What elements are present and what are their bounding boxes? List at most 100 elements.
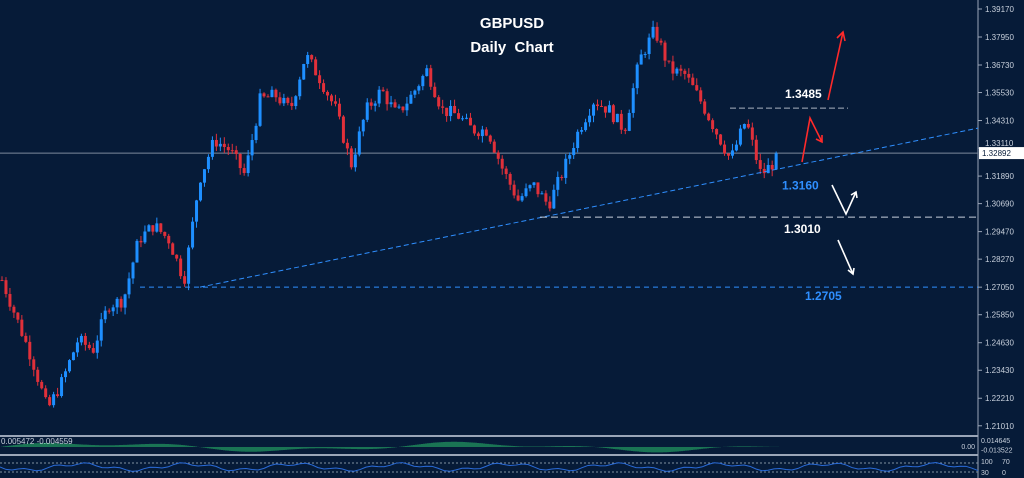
candle-body: [687, 73, 691, 78]
candle-body: [349, 148, 353, 168]
candle-body: [87, 344, 91, 349]
candle-body: [488, 135, 492, 142]
y-tick-label: 1.30690: [985, 200, 1014, 209]
candle-body: [584, 122, 588, 131]
candle-body: [32, 359, 36, 370]
candle-body: [548, 201, 552, 209]
candle-body: [528, 185, 532, 189]
candle-body: [707, 113, 711, 121]
candle-body: [405, 103, 409, 111]
candle-body: [520, 196, 524, 201]
candle-body: [290, 102, 294, 107]
candle-body: [504, 168, 508, 174]
candle-body: [341, 116, 345, 143]
candle-body: [611, 105, 615, 123]
candle-body: [393, 102, 397, 108]
candle-body: [369, 102, 373, 106]
candle-body: [429, 68, 433, 87]
candle-body: [532, 182, 536, 186]
candle-body: [596, 104, 599, 106]
y-tick-label: 1.24630: [985, 339, 1014, 348]
candle-body: [568, 155, 572, 159]
candle-body: [318, 75, 322, 84]
candle-body: [389, 102, 393, 105]
macd-tick: 0.00: [961, 444, 975, 451]
candle-body: [564, 158, 568, 178]
candle-body: [40, 381, 44, 389]
candle-body: [750, 127, 754, 140]
candle-body: [230, 150, 234, 152]
candle-body: [191, 221, 195, 248]
candle-body: [639, 54, 643, 65]
candle-body: [691, 77, 695, 86]
y-tick-label: 1.37950: [985, 33, 1014, 42]
candle-body: [28, 341, 32, 360]
candle-body: [445, 107, 449, 117]
candle-body: [552, 189, 556, 209]
candle-body: [202, 169, 206, 183]
y-tick-label: 1.21010: [985, 422, 1014, 431]
candle-body: [246, 155, 250, 174]
y-tick-label: 1.28270: [985, 255, 1014, 264]
candle-body: [214, 139, 218, 147]
candle-body: [631, 88, 635, 113]
candle-body: [536, 182, 540, 195]
candle-body: [679, 68, 683, 71]
candle-body: [659, 40, 663, 43]
candle-body: [409, 94, 413, 104]
candle-body: [738, 128, 742, 145]
candle-body: [195, 200, 199, 222]
candle-body: [723, 144, 727, 154]
candle-body: [695, 85, 699, 91]
candle-body: [754, 139, 758, 161]
candle-body: [135, 240, 139, 263]
candle-body: [60, 377, 64, 397]
candle-body: [24, 335, 28, 342]
candle-body: [12, 306, 16, 313]
candle-body: [314, 59, 318, 76]
candle-body: [425, 68, 429, 77]
candle-body: [8, 294, 12, 307]
macd-tick: 0.014645: [981, 438, 1010, 445]
stoch-tick: 70: [1002, 459, 1010, 466]
candle-body: [52, 394, 56, 406]
candle-body: [326, 91, 330, 96]
candle-body: [163, 231, 167, 236]
candle-body: [298, 79, 302, 97]
current-price-box: [979, 147, 1024, 160]
y-tick-label: 1.33110: [985, 139, 1014, 148]
candle-body: [746, 124, 750, 128]
candle-body: [508, 173, 512, 185]
candle-body: [48, 397, 52, 406]
candle-body: [719, 134, 723, 145]
y-tick-label: 1.23430: [985, 366, 1014, 375]
candle-body: [107, 310, 111, 312]
candle-body: [171, 243, 175, 255]
support-2-label: 1.2705: [805, 289, 842, 303]
candle-body: [484, 129, 488, 136]
y-tick-label: 1.39170: [985, 5, 1014, 14]
candle-body: [560, 176, 564, 178]
candle-body: [270, 89, 274, 98]
candle-body: [457, 113, 461, 119]
candle-body: [353, 154, 357, 168]
trendline: [199, 127, 979, 288]
candle-body: [56, 394, 60, 397]
macd-tick: -0.013522: [981, 448, 1013, 455]
candle-body: [580, 130, 584, 132]
candle-body: [441, 106, 445, 108]
candle-body: [67, 360, 71, 372]
stoch-tick: 100: [981, 459, 993, 466]
candle-body: [651, 26, 655, 38]
candle-body: [464, 117, 468, 119]
candle-body: [250, 140, 254, 156]
candle-body: [119, 298, 123, 308]
candle-body: [274, 89, 278, 98]
candle-body: [468, 117, 472, 126]
candle-body: [79, 335, 83, 343]
candle-body: [472, 125, 476, 134]
candle-body: [619, 113, 623, 130]
candle-body: [607, 105, 611, 113]
candle-body: [397, 106, 401, 108]
